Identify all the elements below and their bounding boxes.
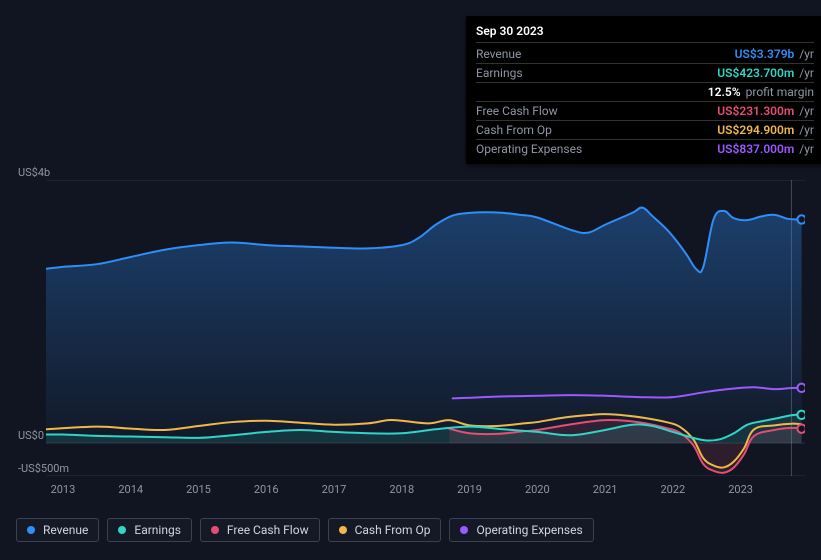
legend-item[interactable]: Cash From Op <box>328 518 442 542</box>
legend-label: Earnings <box>134 523 181 537</box>
x-tick: 2017 <box>322 483 347 496</box>
tooltip-row: 12.5% profit margin <box>476 83 814 102</box>
tooltip-row-value: 12.5% profit margin <box>708 85 814 99</box>
legend-label: Free Cash Flow <box>227 523 309 537</box>
y-tick-0: US$0 <box>18 429 44 442</box>
tooltip-row-value: US$3.379b /yr <box>735 47 814 61</box>
x-tick: 2018 <box>389 483 414 496</box>
y-tick-4b: US$4b <box>18 166 50 179</box>
x-tick: 2015 <box>186 483 211 496</box>
tooltip-row-value: US$231.300m /yr <box>717 104 814 118</box>
x-tick: 2021 <box>593 483 618 496</box>
legend-item[interactable]: Earnings <box>107 518 192 542</box>
x-tick: 2016 <box>254 483 279 496</box>
area-revenue <box>46 208 802 444</box>
x-tick: 2022 <box>660 483 685 496</box>
tooltip-row: Earnings US$423.700m /yr <box>476 64 814 83</box>
tooltip-row-label: Operating Expenses <box>476 142 582 156</box>
legend-label: Revenue <box>43 523 88 537</box>
x-tick: 2014 <box>118 483 143 496</box>
legend-item[interactable]: Revenue <box>16 518 99 542</box>
legend-color-dot <box>460 526 468 534</box>
legend-label: Operating Expenses <box>476 523 582 537</box>
series-end-marker <box>797 411 805 419</box>
tooltip-row-label: Cash From Op <box>476 123 552 137</box>
x-tick: 2013 <box>51 483 76 496</box>
tooltip-rows: Revenue US$3.379b /yr Earnings US$423.700m … <box>476 45 814 158</box>
legend-color-dot <box>27 526 35 534</box>
tooltip-row: Cash From Op US$294.900m /yr <box>476 121 814 140</box>
tooltip-row-value: US$294.900m /yr <box>717 123 814 137</box>
tooltip-row: Operating Expenses US$837.000m /yr <box>476 140 814 158</box>
chart-container: Sep 30 2023 Revenue US$3.379b /yr Earnings… <box>0 0 821 560</box>
tooltip-row: Free Cash Flow US$231.300m /yr <box>476 102 814 121</box>
x-tick: 2019 <box>457 483 482 496</box>
tooltip-panel: Sep 30 2023 Revenue US$3.379b /yr Earnings… <box>466 16 821 164</box>
x-tick: 2023 <box>728 483 753 496</box>
series-end-marker <box>797 215 805 223</box>
tooltip-row-label: Earnings <box>476 66 523 80</box>
x-tick: 2020 <box>525 483 550 496</box>
legend-label: Cash From Op <box>355 523 431 537</box>
series-end-marker <box>797 424 805 432</box>
tooltip-row-label: Revenue <box>476 47 521 61</box>
legend-color-dot <box>339 526 347 534</box>
financials-chart[interactable] <box>46 180 805 476</box>
legend-item[interactable]: Operating Expenses <box>449 518 593 542</box>
legend-color-dot <box>118 526 126 534</box>
legend-color-dot <box>211 526 219 534</box>
tooltip-row-value: US$423.700m /yr <box>717 66 814 80</box>
tooltip-row-value: US$837.000m /yr <box>717 142 814 156</box>
series-end-marker <box>797 384 805 392</box>
tooltip-date: Sep 30 2023 <box>476 24 814 43</box>
legend: Revenue Earnings Free Cash Flow Cash From O… <box>16 518 594 542</box>
tooltip-row-label: Free Cash Flow <box>476 104 558 118</box>
tooltip-row: Revenue US$3.379b /yr <box>476 45 814 64</box>
legend-item[interactable]: Free Cash Flow <box>200 518 320 542</box>
